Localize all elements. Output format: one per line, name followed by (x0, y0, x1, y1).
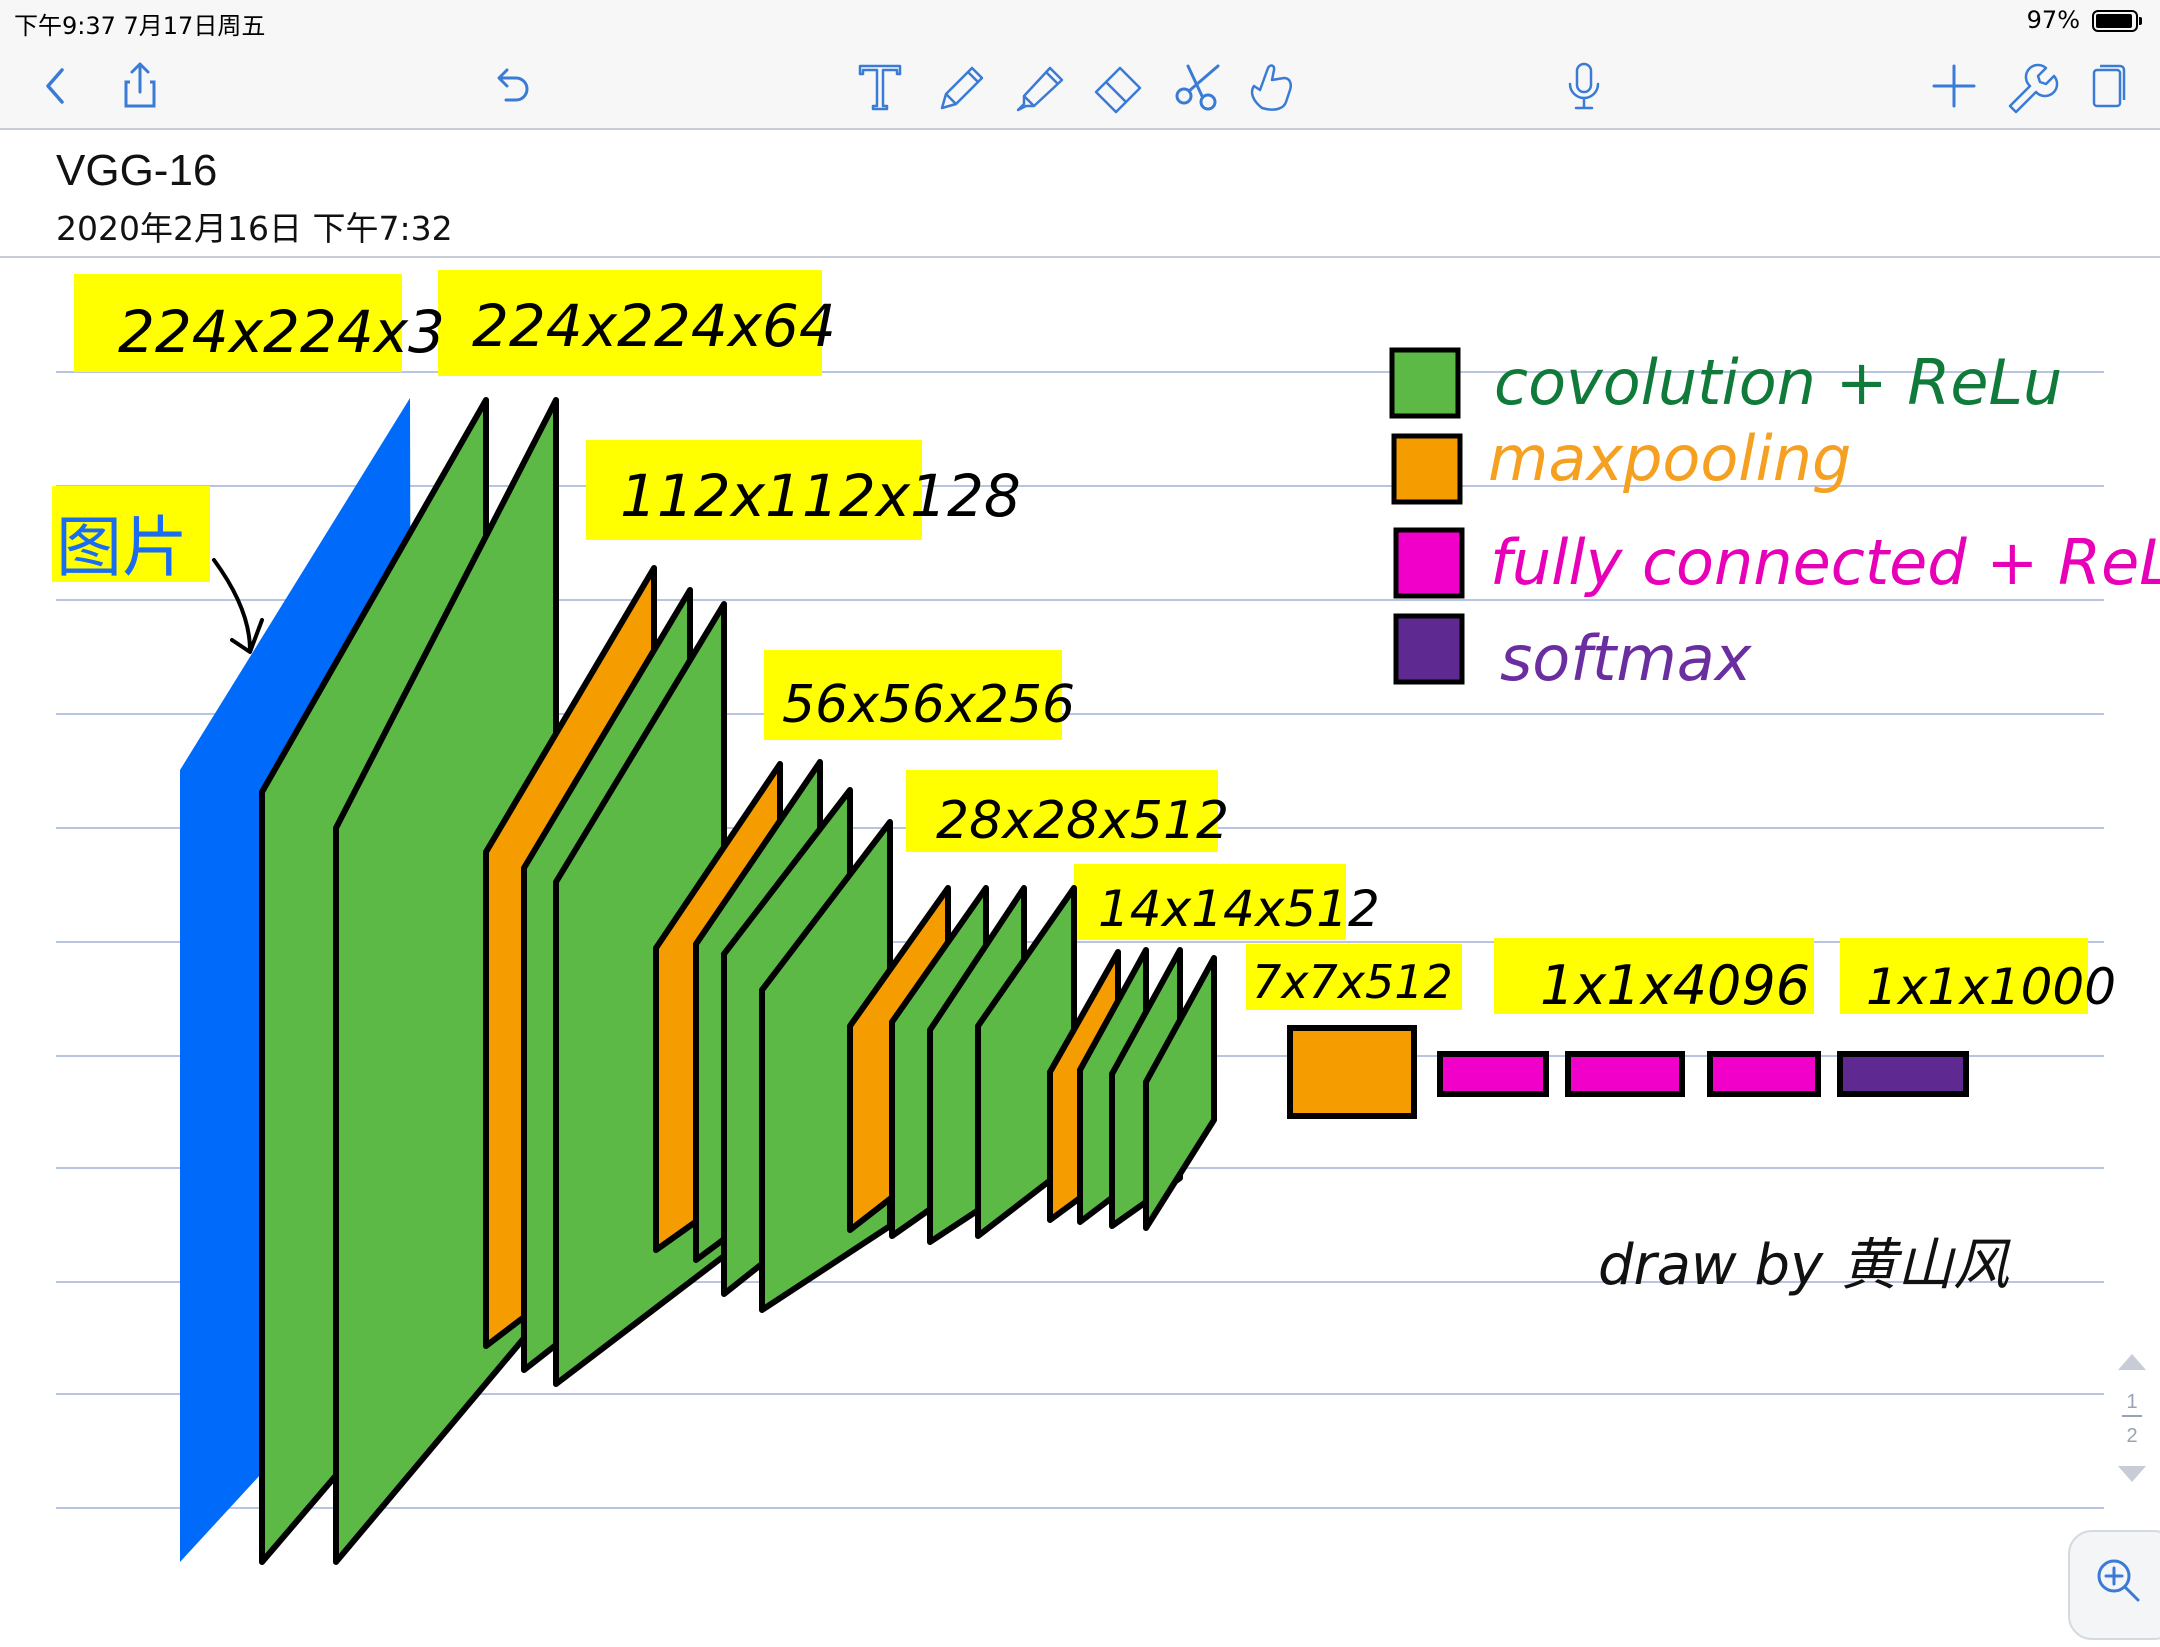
battery-percent: 97% (2026, 6, 2080, 34)
softmax-layer (1837, 1051, 1969, 1097)
dim-label-input: 224x224x3 (118, 298, 445, 366)
dim-label-pool5: 7x7x512 (1252, 955, 1453, 1009)
text-tool-icon[interactable] (850, 56, 910, 116)
signature: draw by 黄山风 (1598, 1233, 2011, 1298)
maxpool-block (1287, 1025, 1417, 1119)
toolbar (0, 42, 2160, 130)
page-scroller[interactable]: 1 2 (2112, 1350, 2152, 1490)
legend-label-maxpool: maxpooling (1488, 422, 1851, 495)
page-total: 2 (2126, 1425, 2137, 1447)
page-up-icon[interactable] (2118, 1354, 2146, 1370)
status-time: 下午9:37 7月17日周五 (14, 12, 266, 40)
dim-label-conv5: 14x14x512 (1098, 880, 1380, 938)
microphone-icon[interactable] (1554, 56, 1614, 116)
zoom-in-button[interactable] (2068, 1530, 2160, 1640)
undo-icon[interactable] (480, 56, 540, 116)
status-bar: 下午9:37 7月17日周五 97% (0, 0, 2160, 42)
pages-icon[interactable] (2078, 56, 2138, 116)
page-down-icon[interactable] (2118, 1466, 2146, 1482)
battery-icon (2092, 10, 2142, 32)
note-date: 2020年2月16日 下午7:32 (56, 209, 453, 248)
note-title: VGG-16 (56, 146, 218, 195)
eraser-icon[interactable] (1088, 56, 1148, 116)
dim-label-output: 1x1x1000 (1866, 958, 2116, 1016)
legend: covolution + ReLu maxpooling fully conne… (1389, 346, 2160, 695)
legend-label-fc: fully connected + ReLu (1490, 526, 2160, 599)
legend-swatch-fc (1393, 527, 1465, 599)
note-header (0, 130, 2160, 258)
drawing-canvas[interactable]: 224x224x3 224x224x64 112x112x128 56x56x2… (0, 258, 2160, 1618)
legend-label-softmax: softmax (1500, 622, 1753, 695)
dim-label-conv3: 56x56x256 (782, 675, 1075, 735)
legend-swatch-maxpool (1391, 433, 1463, 505)
zoom-in-icon (2097, 1559, 2140, 1602)
legend-swatch-conv (1389, 347, 1461, 419)
classifier (1287, 1025, 1969, 1119)
label-highlights (52, 270, 2088, 1014)
dim-label-conv2: 112x112x128 (620, 462, 1021, 530)
conv-block-3 (653, 759, 893, 1313)
conv-layer (1143, 955, 1217, 1231)
share-icon[interactable] (110, 56, 170, 116)
add-icon[interactable] (1924, 56, 1984, 116)
page-current: 1 (2126, 1391, 2137, 1413)
scissors-icon[interactable] (1168, 56, 1228, 116)
fc-layer (1437, 1051, 1549, 1097)
back-icon[interactable] (26, 56, 86, 116)
dim-label-conv1: 224x224x64 (472, 292, 836, 360)
fc-layer (1707, 1051, 1821, 1097)
pen-tool-icon[interactable] (930, 56, 990, 116)
dim-label-conv4: 28x28x512 (936, 791, 1229, 851)
dim-label-fc: 1x1x4096 (1540, 954, 1810, 1017)
highlighter-icon[interactable] (1010, 56, 1070, 116)
legend-swatch-softmax (1393, 613, 1465, 685)
legend-label-conv: covolution + ReLu (1494, 346, 2062, 419)
arrow-icon (212, 558, 264, 654)
wrench-icon[interactable] (2000, 56, 2060, 116)
hand-icon[interactable] (1242, 56, 1302, 116)
conv-block-5 (1047, 947, 1217, 1231)
image-label: 图片 (56, 509, 188, 586)
fc-layer (1565, 1051, 1685, 1097)
